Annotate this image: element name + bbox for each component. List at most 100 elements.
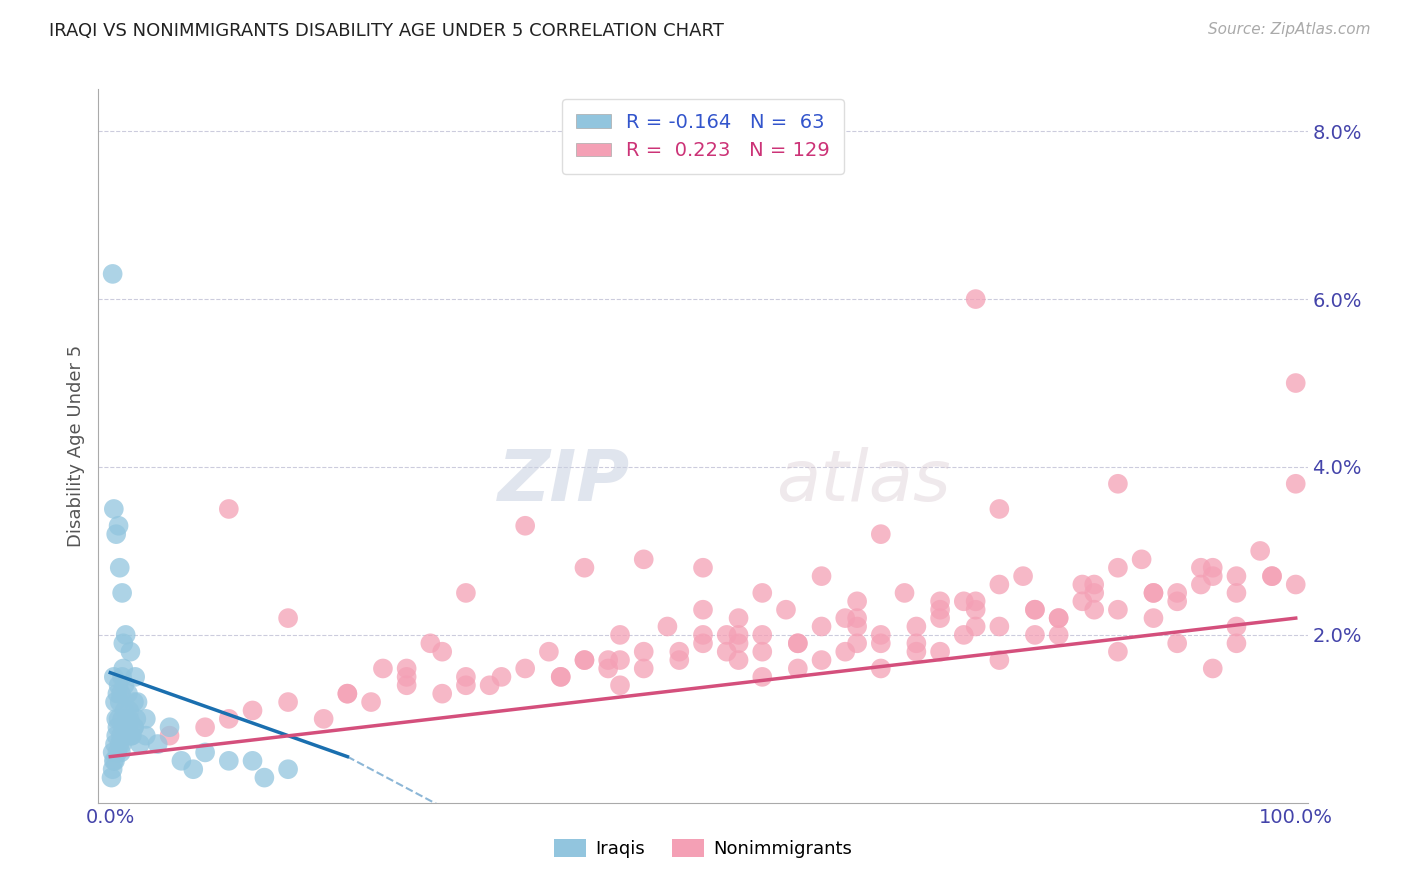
Point bbox=[101, 746, 124, 760]
Point bbox=[1024, 603, 1046, 617]
Point bbox=[242, 703, 264, 717]
Point bbox=[105, 712, 128, 726]
Point bbox=[1024, 628, 1046, 642]
Point bbox=[1083, 603, 1105, 617]
Point bbox=[110, 729, 132, 743]
Point bbox=[395, 678, 418, 692]
Point bbox=[515, 661, 537, 675]
Point bbox=[122, 695, 145, 709]
Point bbox=[692, 636, 714, 650]
Point bbox=[114, 628, 136, 642]
Point bbox=[846, 619, 869, 633]
Point bbox=[454, 586, 477, 600]
Point bbox=[988, 577, 1011, 591]
Point bbox=[218, 502, 240, 516]
Point bbox=[121, 729, 143, 743]
Point bbox=[419, 636, 441, 650]
Point bbox=[786, 636, 808, 650]
Point bbox=[112, 636, 135, 650]
Point bbox=[1166, 594, 1188, 608]
Point bbox=[104, 737, 127, 751]
Point bbox=[1142, 586, 1164, 600]
Point bbox=[336, 687, 359, 701]
Point bbox=[129, 737, 152, 751]
Point bbox=[114, 729, 136, 743]
Point bbox=[253, 771, 276, 785]
Point bbox=[432, 645, 454, 659]
Point bbox=[727, 611, 749, 625]
Point bbox=[103, 754, 125, 768]
Point bbox=[194, 746, 217, 760]
Point bbox=[114, 703, 136, 717]
Point bbox=[181, 762, 204, 776]
Point bbox=[111, 737, 134, 751]
Point bbox=[574, 560, 596, 574]
Point bbox=[1225, 636, 1247, 650]
Point bbox=[550, 670, 572, 684]
Point bbox=[112, 720, 135, 734]
Point bbox=[159, 720, 181, 734]
Point bbox=[751, 586, 773, 600]
Point bbox=[117, 687, 139, 701]
Point bbox=[609, 653, 631, 667]
Point bbox=[751, 670, 773, 684]
Point bbox=[869, 661, 891, 675]
Point bbox=[1285, 376, 1308, 390]
Point bbox=[1225, 619, 1247, 633]
Point bbox=[112, 661, 135, 675]
Point bbox=[633, 552, 655, 566]
Point bbox=[846, 594, 869, 608]
Point bbox=[869, 636, 891, 650]
Point bbox=[810, 653, 832, 667]
Point bbox=[125, 712, 148, 726]
Point bbox=[633, 661, 655, 675]
Point bbox=[537, 645, 560, 659]
Point bbox=[716, 628, 738, 642]
Point bbox=[657, 619, 679, 633]
Point bbox=[846, 611, 869, 625]
Point bbox=[1285, 476, 1308, 491]
Point bbox=[104, 695, 127, 709]
Point bbox=[454, 670, 477, 684]
Point bbox=[893, 586, 915, 600]
Point bbox=[100, 771, 122, 785]
Point bbox=[170, 754, 193, 768]
Point bbox=[550, 670, 572, 684]
Point bbox=[124, 670, 146, 684]
Point bbox=[1083, 586, 1105, 600]
Point bbox=[121, 729, 143, 743]
Point bbox=[277, 762, 299, 776]
Point bbox=[988, 502, 1011, 516]
Point bbox=[692, 628, 714, 642]
Point bbox=[1142, 586, 1164, 600]
Point bbox=[692, 603, 714, 617]
Point bbox=[692, 560, 714, 574]
Point bbox=[574, 653, 596, 667]
Point bbox=[432, 687, 454, 701]
Point bbox=[104, 754, 127, 768]
Point bbox=[114, 678, 136, 692]
Point bbox=[869, 628, 891, 642]
Point bbox=[1107, 645, 1129, 659]
Point bbox=[1107, 560, 1129, 574]
Point bbox=[218, 712, 240, 726]
Text: IRAQI VS NONIMMIGRANTS DISABILITY AGE UNDER 5 CORRELATION CHART: IRAQI VS NONIMMIGRANTS DISABILITY AGE UN… bbox=[49, 22, 724, 40]
Text: ZIP: ZIP bbox=[498, 447, 630, 516]
Point bbox=[1202, 569, 1225, 583]
Point bbox=[786, 636, 808, 650]
Point bbox=[108, 737, 131, 751]
Point bbox=[929, 611, 952, 625]
Point bbox=[988, 653, 1011, 667]
Point bbox=[1189, 577, 1212, 591]
Point bbox=[118, 712, 141, 726]
Point bbox=[107, 518, 129, 533]
Point bbox=[810, 619, 832, 633]
Point bbox=[965, 619, 987, 633]
Point bbox=[598, 661, 620, 675]
Point bbox=[905, 619, 928, 633]
Point bbox=[1047, 611, 1070, 625]
Point bbox=[454, 678, 477, 692]
Point bbox=[111, 670, 134, 684]
Point bbox=[115, 712, 138, 726]
Point bbox=[1189, 560, 1212, 574]
